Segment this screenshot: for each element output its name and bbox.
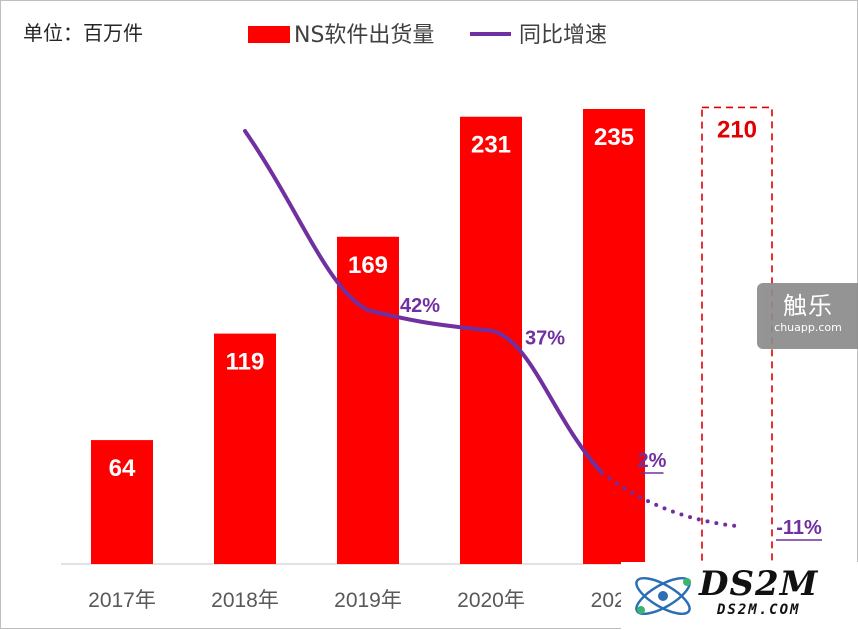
chule-watermark: 触乐 chuapp.com [757,283,858,349]
ds2m-watermark: DS2M DS2M.COM [621,562,858,630]
x-tick-labels: 2017年 2018年 2019年 2020年 2021 [88,589,637,612]
bar [337,236,399,564]
legend-label-shipments: NS软件出货量 [294,23,434,48]
legend-swatch-shipments [248,26,290,43]
bar-value-label: 169 [348,252,388,279]
x-tick-label: 2017年 [88,589,156,612]
bar [91,440,153,564]
bar-value-label: 231 [471,132,511,159]
growth-rate-label: -11% [776,517,822,539]
growth-line-forecast [600,471,739,528]
chule-watermark-name: 触乐 [783,292,833,320]
bar-value-label: 64 [109,455,136,482]
growth-line [243,129,604,476]
ds2m-watermark-name: DS2M [699,564,819,604]
forecast-value-label: 210 [717,116,757,143]
bar [214,333,276,564]
x-tick-label: 2019年 [334,589,402,612]
growth-rate-label: 37% [525,328,565,350]
bar-value-label: 235 [594,124,634,151]
ds2m-watermark-url: DS2M.COM [717,602,801,618]
labels-layer: 64 119 169 231 235 210 42% 37% 2% -11% [109,116,822,541]
growth-rate-label: 2% [638,450,667,472]
x-tick-label: 2018年 [211,589,279,612]
growth-line-layer [243,129,739,528]
bars-layer [91,106,773,565]
growth-rate-label: 42% [400,295,440,317]
atom-logo-icon [635,576,691,616]
bar [583,109,645,564]
chule-watermark-url: chuapp.com [774,321,842,334]
unit-label: 单位：百万件 [23,21,143,45]
legend-label-growth: 同比增速 [519,23,607,48]
bar-value-label: 119 [226,349,265,376]
legend: NS软件出货量 同比增速 [248,23,607,48]
x-tick-label: 2020年 [457,589,525,612]
